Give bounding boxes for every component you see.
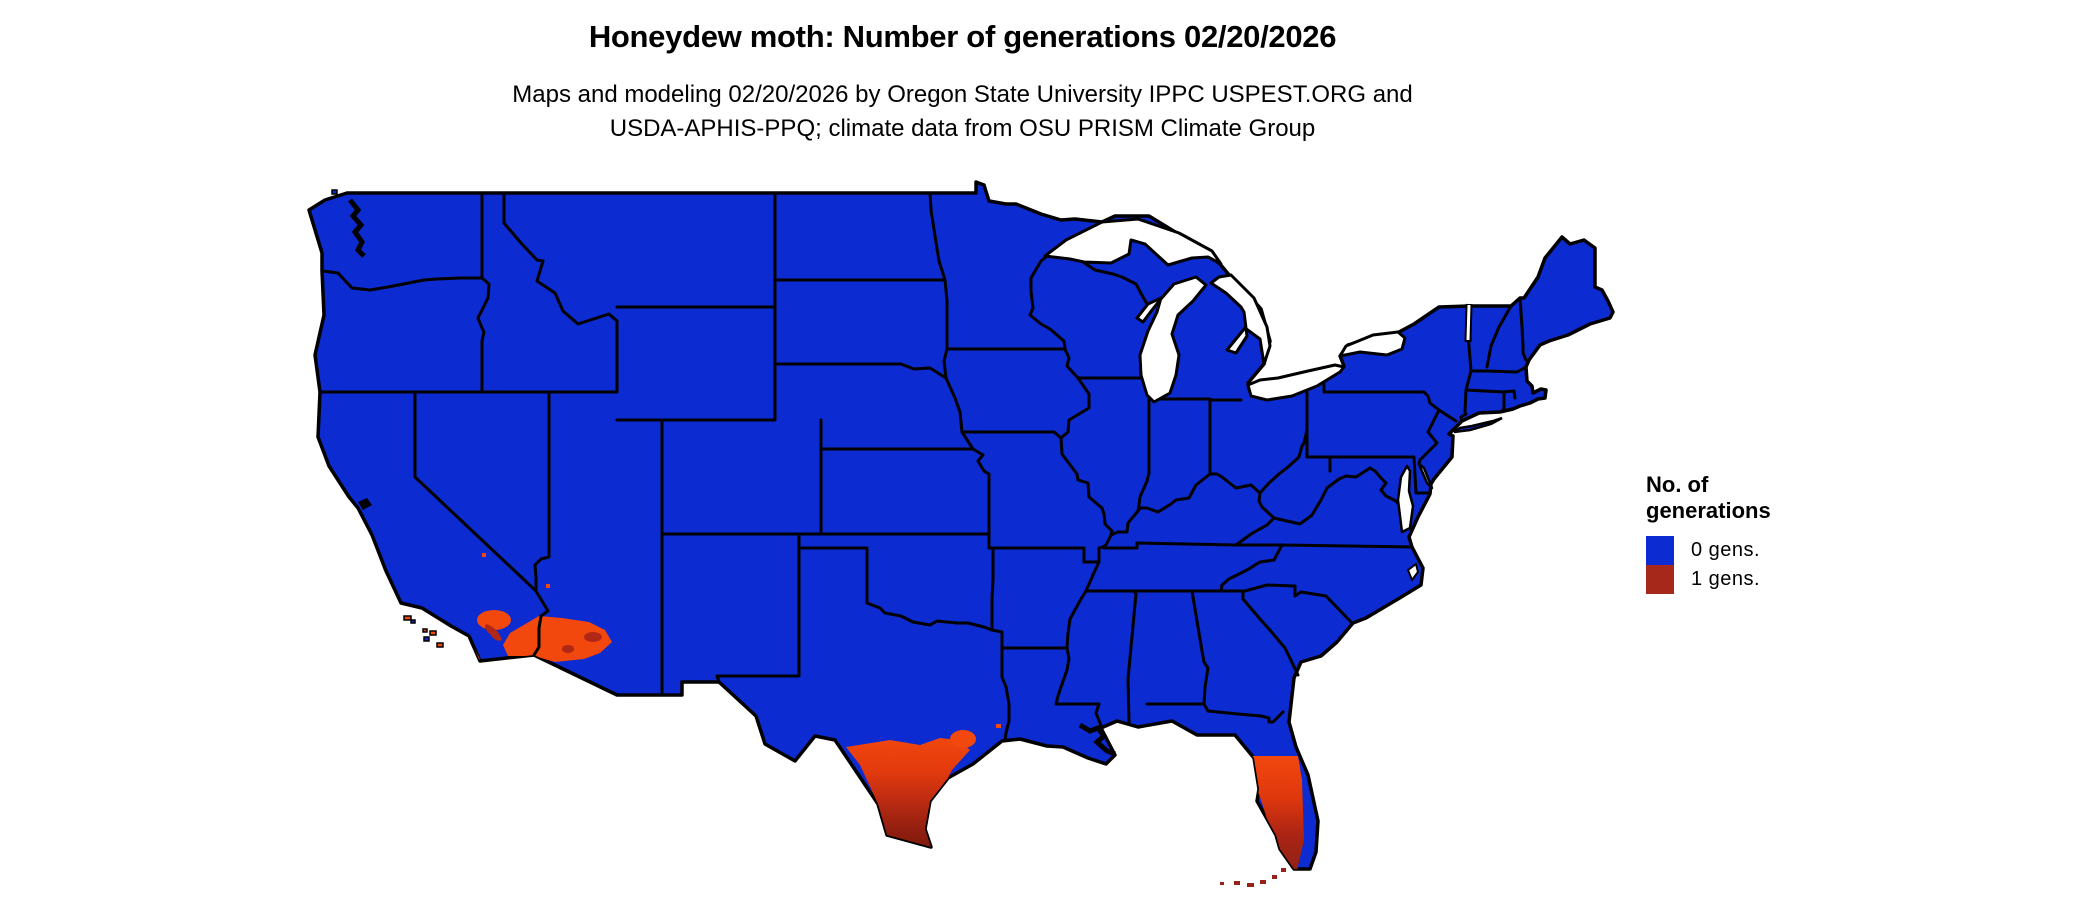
one-generation-regions — [401, 553, 1304, 869]
hotspot-socal-dark-patch — [485, 624, 502, 641]
san-juan-island — [331, 189, 338, 195]
water-details — [348, 198, 1116, 757]
legend-title-line-1: No. of — [1646, 472, 1709, 497]
puget-sound — [348, 198, 366, 258]
us-map-svg — [307, 180, 1615, 887]
legend-swatch-1-gens — [1646, 565, 1674, 594]
lake-michigan — [1135, 275, 1208, 404]
conus-landmass-0-gens — [307, 180, 1615, 871]
hotspot-arizona-dark-2 — [562, 645, 574, 653]
hotspot-speck-needles — [546, 584, 550, 588]
legend-swatch-0-gens — [1646, 536, 1674, 565]
pamlico-sound — [1407, 563, 1419, 581]
hotspot-speck-gulf-tx — [996, 724, 1001, 728]
great-lakes — [1043, 217, 1434, 581]
hotspot-south-texas — [846, 738, 970, 847]
hotspot-speck-death-valley — [482, 553, 486, 557]
channel-island-orange-4 — [422, 628, 428, 633]
hotspot-arizona-dark-1 — [584, 632, 602, 642]
channel-island-orange-3 — [436, 642, 444, 648]
legend-title: No. of generations — [1646, 472, 1866, 524]
lake-champlain — [1464, 303, 1473, 343]
san-francisco-bay — [358, 498, 372, 510]
hotspot-socal-inland — [477, 610, 511, 630]
legend-item-0-gens: 0 gens. — [1646, 536, 1866, 565]
channel-island-orange-1 — [403, 615, 412, 621]
channel-island-orange-2 — [429, 630, 437, 636]
mississippi-delta-marsh — [1078, 722, 1116, 757]
lake-ontario — [1338, 330, 1407, 358]
legend-title-line-2: generations — [1646, 498, 1771, 523]
islands — [331, 189, 1503, 648]
hotspot-florida — [1250, 756, 1304, 869]
page-subtitle: Maps and modeling 02/20/2026 by Oregon S… — [0, 78, 1925, 146]
long-island — [1453, 416, 1503, 434]
state-borders — [318, 191, 1528, 742]
legend-label-0-gens: 0 gens. — [1691, 539, 1761, 561]
florida-keys — [1220, 868, 1286, 887]
hotspot-houston — [950, 730, 976, 748]
delaware-bay — [1417, 462, 1434, 490]
lake-superior — [1043, 217, 1223, 267]
page-title: Honeydew moth: Number of generations 02/… — [588, 19, 1337, 54]
legend-item-1-gens: 1 gens. — [1646, 565, 1866, 594]
us-generations-map — [280, 140, 1670, 892]
legend-label-1-gens: 1 gens. — [1691, 568, 1761, 590]
subtitle-line-1: Maps and modeling 02/20/2026 by Oregon S… — [512, 81, 1413, 108]
channel-island-blue-2 — [410, 619, 416, 624]
lake-huron — [1209, 273, 1272, 366]
map-legend: No. of generations 0 gens. 1 gens. — [1646, 472, 1866, 594]
hotspot-arizona — [503, 616, 612, 662]
hotspot-speck-ms-coast — [1106, 731, 1110, 735]
lake-erie — [1246, 363, 1346, 402]
chesapeake-bay — [1396, 464, 1415, 534]
channel-island-blue-1 — [423, 636, 430, 642]
subtitle-line-2: USDA-APHIS-PPQ; climate data from OSU PR… — [609, 115, 1316, 142]
